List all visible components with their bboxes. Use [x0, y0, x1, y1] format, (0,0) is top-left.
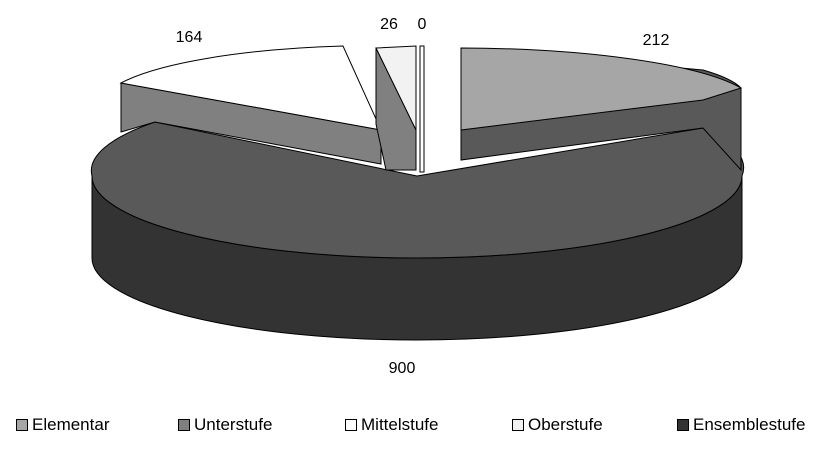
legend-label-oberstufe: Oberstufe: [528, 415, 603, 434]
legend-label-ensemblestufe: Ensemblestufe: [693, 415, 806, 434]
legend-item-ensemblestufe: Ensemblestufe: [677, 414, 805, 436]
data-label-unterstufe: 164: [176, 29, 203, 46]
slice-oberstufe-top: [419, 45, 425, 173]
slice-mittelstufe-top: [375, 45, 417, 131]
slice-mittelstufe: [375, 45, 417, 171]
slice-ensemblestufe-top: [90, 121, 745, 259]
legend-item-elementar: Elementar: [16, 414, 109, 436]
slice-elementar-top: [460, 47, 743, 131]
slice-oberstufe: [419, 45, 425, 173]
slice-unterstufe: [119, 45, 382, 165]
legend-label-elementar: Elementar: [32, 415, 110, 434]
legend-swatch-ensemblestufe: [677, 419, 689, 431]
legend-swatch-elementar: [16, 419, 28, 431]
legend-label-unterstufe: Unterstufe: [194, 415, 273, 434]
legend-item-oberstufe: Oberstufe: [512, 414, 603, 436]
legend-item-mittelstufe: Mittelstufe: [345, 414, 438, 436]
slice-unterstufe-top: [119, 45, 382, 131]
legend-swatch-unterstufe: [178, 419, 190, 431]
data-label-oberstufe: 0: [418, 16, 427, 33]
slice-elementar: [460, 47, 743, 172]
legend-item-unterstufe: Unterstufe: [178, 414, 272, 436]
data-label-elementar: 212: [643, 32, 670, 49]
legend-swatch-mittelstufe: [345, 419, 357, 431]
data-label-ensemblestufe: 900: [389, 360, 416, 377]
data-label-mittelstufe: 26: [380, 16, 398, 33]
legend-label-mittelstufe: Mittelstufe: [361, 415, 439, 434]
legend: Elementar Unterstufe Mittelstufe Oberstu…: [0, 414, 839, 440]
legend-swatch-oberstufe: [512, 419, 524, 431]
slice-ensemblestufe: [90, 121, 745, 341]
